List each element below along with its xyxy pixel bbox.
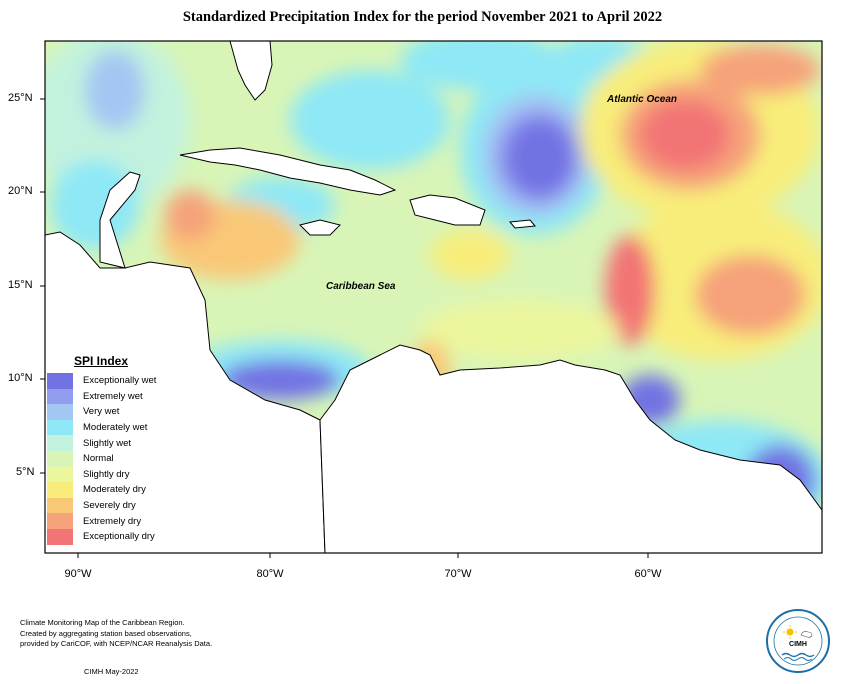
legend-item: Slightly wet <box>47 435 202 451</box>
yucatan <box>99 171 141 269</box>
wet-zone-panama-core <box>220 360 340 400</box>
legend-swatch <box>47 466 73 483</box>
wet-zone-bahamas <box>290 70 450 170</box>
legend-item: Normal <box>47 450 202 467</box>
legend-label: Slightly dry <box>83 468 130 480</box>
lon-tick-label: 90°W <box>64 568 92 580</box>
landmasses <box>45 41 822 553</box>
legend-label: Moderately dry <box>83 484 146 496</box>
lat-tick-label: 20°N <box>8 185 33 197</box>
legend-item: Moderately wet <box>47 419 202 436</box>
legend-title: SPI Index <box>74 354 129 368</box>
legend-item: Very wet <box>47 404 202 420</box>
legend-item: Exceptionally wet <box>47 373 202 389</box>
waves-icon <box>781 652 815 658</box>
legend-item: Extremely wet <box>47 388 202 405</box>
dry-zone-lesser-antilles <box>605 235 655 345</box>
axis-ticks <box>40 98 649 558</box>
spi-legend: SPI Index Exceptionally wet Extremely wet… <box>47 354 202 545</box>
cloud-icon <box>800 631 813 638</box>
logo-text: CIMH <box>789 641 807 648</box>
legend-item: Severely dry <box>47 497 202 514</box>
dry-zone-east-core <box>695 255 805 335</box>
lat-tick-label: 5°N <box>16 466 35 478</box>
wet-zone-central-core <box>506 120 574 196</box>
lon-tick-label: 80°W <box>256 568 284 580</box>
legend-swatch <box>47 419 73 436</box>
jamaica <box>299 219 341 236</box>
lat-tick-label: 25°N <box>8 92 33 104</box>
dry-zone-venezuela <box>420 300 620 360</box>
label-atlantic-ocean: Atlantic Ocean <box>607 94 678 105</box>
legend-label: Slightly wet <box>83 437 132 449</box>
legend-swatch <box>47 513 73 529</box>
legend-swatch <box>47 435 73 451</box>
south-america <box>319 344 822 553</box>
legend-label: Exceptionally dry <box>83 531 155 543</box>
dry-zone-nw-atlantic <box>700 45 820 95</box>
wet-zone-gulf-core <box>85 50 145 130</box>
legend-swatch <box>47 482 73 498</box>
legend-item: Slightly dry <box>47 466 202 483</box>
legend-item: Extremely dry <box>47 513 202 529</box>
legend-label: Extremely dry <box>83 515 142 527</box>
map-title: Standardized Precipitation Index for the… <box>182 9 663 25</box>
legend-swatch <box>47 388 73 405</box>
lat-tick-label: 10°N <box>8 372 33 384</box>
legend-swatch <box>47 497 73 514</box>
legend-label: Very wet <box>83 406 120 418</box>
wet-zone-yucatan <box>50 160 140 250</box>
label-caribbean-sea: Caribbean Sea <box>326 281 396 292</box>
sun-icon <box>783 625 797 639</box>
dry-zone-honduras-core <box>165 190 215 240</box>
legend-swatch <box>47 373 73 389</box>
puerto-rico <box>509 219 536 229</box>
legend-label: Exceptionally wet <box>83 375 157 387</box>
cuba <box>179 147 397 196</box>
legend-label: Severely dry <box>83 500 136 512</box>
legend-item: Moderately dry <box>47 482 202 498</box>
florida <box>229 41 273 101</box>
legend-label: Moderately wet <box>83 422 148 434</box>
footnote-line: Created by aggregating station based obs… <box>20 628 192 638</box>
lon-tick-label: 70°W <box>444 568 472 580</box>
footnote-line: provided by CariCOF, with NCEP/NCAR Rean… <box>20 639 213 648</box>
lat-tick-label: 15°N <box>8 279 33 291</box>
cimh-logo-icon: CIMH <box>766 609 830 673</box>
legend-swatch <box>47 404 73 420</box>
footnote: Climate Monitoring Map of the Caribbean … <box>20 618 250 650</box>
hispaniola <box>409 194 486 226</box>
legend-item: Exceptionally dry <box>47 528 202 545</box>
footnote-line: Climate Monitoring Map of the Caribbean … <box>20 618 185 627</box>
legend-label: Extremely wet <box>83 390 143 402</box>
dry-zone-atlantic-core <box>640 100 730 170</box>
legend-swatch <box>47 528 73 545</box>
dry-zone-central-caribbean <box>430 230 510 280</box>
lon-tick-label: 60°W <box>634 568 662 580</box>
credit-line: CIMH May-2022 <box>84 667 139 676</box>
legend-label: Normal <box>83 453 114 465</box>
legend-swatch <box>47 450 73 467</box>
